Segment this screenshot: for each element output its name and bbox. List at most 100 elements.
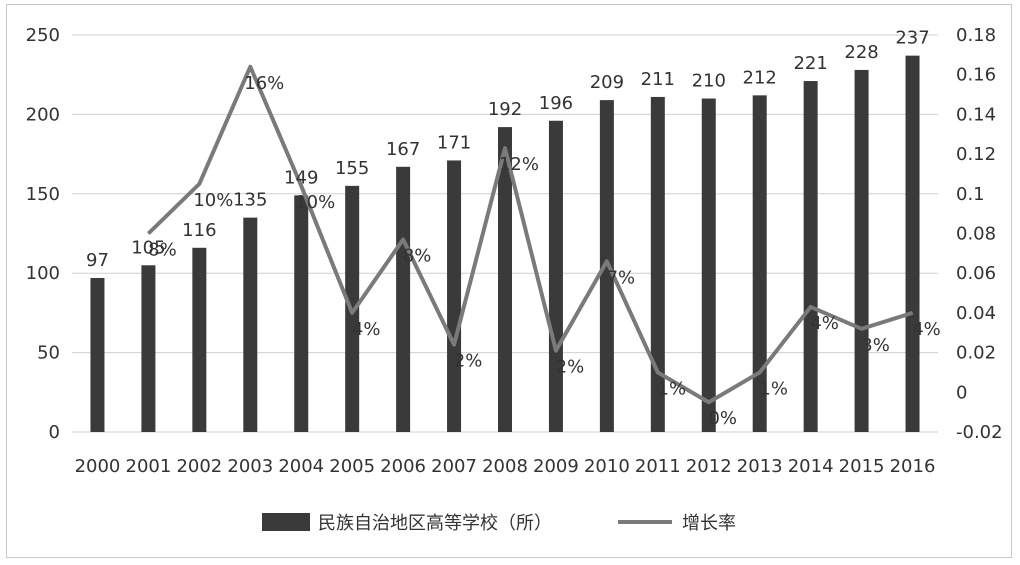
x-tick-label: 2002 [176,456,222,477]
x-tick-label: 2014 [788,456,834,477]
line-point [198,183,200,185]
y-right-tick-label: -0.02 [956,422,1003,443]
growth-value-label: 1% [658,378,687,399]
bar-value-label: 228 [844,42,878,63]
bar-value-label: 105 [131,237,165,258]
bar-value-label: 196 [539,93,573,114]
growth-line [147,64,914,405]
x-tick-label: 2006 [380,456,426,477]
bar [548,120,563,432]
x-tick-label: 2003 [227,456,273,477]
x-tick-label: 2012 [686,456,732,477]
growth-value-label: 7% [607,267,636,288]
growth-value-label: 4% [810,313,839,334]
y-right-tick-label: 0.16 [956,65,996,86]
growth-value-label: 12% [499,154,539,175]
y-left-tick-label: 50 [37,343,60,364]
line-point [810,306,812,308]
y-right-tick-label: 0.02 [956,343,996,364]
bar-value-label: 116 [182,220,216,241]
growth-value-label: 2% [556,357,585,378]
bar [90,277,105,432]
bar-value-label: 212 [743,67,777,88]
x-tick-label: 2005 [329,456,375,477]
line-point [759,371,761,373]
legend: 民族自治地区高等学校（所） 增长率 [262,513,736,534]
line-point [708,401,710,403]
x-tick-label: 2015 [839,456,885,477]
growth-value-label: 3% [861,335,890,356]
growth-value-label: 8% [403,245,432,266]
bar-value-label: 149 [284,167,318,188]
bar [192,247,207,432]
bar-value-label: 97 [86,250,109,271]
bar-value-label: 155 [335,158,369,179]
axes: 0 50 100 150 200 250 -0.02 0 0.02 0.04 0.06 0.08 0.1… [26,25,1003,477]
bar [447,160,462,432]
bar-value-label: 167 [386,139,420,160]
legend-bar-swatch [262,513,310,531]
bar [650,96,665,432]
x-tick-label: 2008 [482,456,528,477]
bar-value-label: 237 [895,28,929,49]
gridlines [72,34,938,433]
growth-value-label: 4% [912,319,941,340]
bar-value-label: 192 [488,99,522,120]
growth-value-label: 1% [759,378,788,399]
bar [141,265,156,432]
bar-value-label: 221 [793,53,827,74]
line-point [453,344,455,346]
y-right-tick-label: 0.08 [956,224,996,245]
growth-value-label: 0% [708,408,737,429]
y-left-tick-label: 100 [26,263,60,284]
x-tick-label: 2004 [278,456,324,477]
x-tick-label: 2007 [431,456,477,477]
line-point [351,312,353,314]
line-point [504,147,506,149]
bar [396,166,411,432]
line-point [300,185,302,187]
growth-value-label: 10% [295,192,335,213]
y-right-tick-label: 0.04 [956,303,996,324]
y-right-tick-label: 0 [956,382,967,403]
growth-value-label: 16% [244,73,284,94]
x-tick-label: 2011 [635,456,681,477]
line-point [912,312,914,314]
y-left-tick-label: 0 [49,422,60,443]
x-tick-label: 2010 [584,456,630,477]
y-left-tick-label: 200 [26,104,60,125]
line-point [249,66,251,68]
line-series [147,64,914,405]
growth-value-label: 2% [454,351,483,372]
bar [498,127,512,432]
y-right-tick-label: 0.12 [956,144,996,165]
bar-value-label: 209 [590,72,624,93]
y-left-tick-label: 150 [26,184,60,205]
y-right-tick-label: 0.14 [956,104,996,125]
line-point [861,328,863,330]
line-point [147,233,149,234]
line-point [402,238,404,240]
x-tick-label: 2000 [75,456,121,477]
x-tick-label: 2009 [533,456,579,477]
line-point [657,371,659,373]
bar [243,217,258,432]
growth-value-label: 10% [193,190,233,211]
bar [803,81,818,432]
y-right-tick-label: 0.06 [956,263,996,284]
bar-value-label: 210 [692,71,726,92]
legend-bar-label: 民族自治地区高等学校（所） [318,513,552,534]
x-tick-label: 2001 [126,456,172,477]
legend-line-label: 增长率 [682,513,736,534]
bar [701,98,716,433]
bar [905,55,920,432]
x-tick-label: 2013 [737,456,783,477]
line-point [555,350,557,352]
bar [752,95,767,433]
y-right-tick-label: 0.18 [956,25,996,46]
bar-value-label: 211 [641,69,675,90]
bar [854,69,869,432]
bar [294,195,309,432]
bar-value-label: 135 [233,190,267,211]
